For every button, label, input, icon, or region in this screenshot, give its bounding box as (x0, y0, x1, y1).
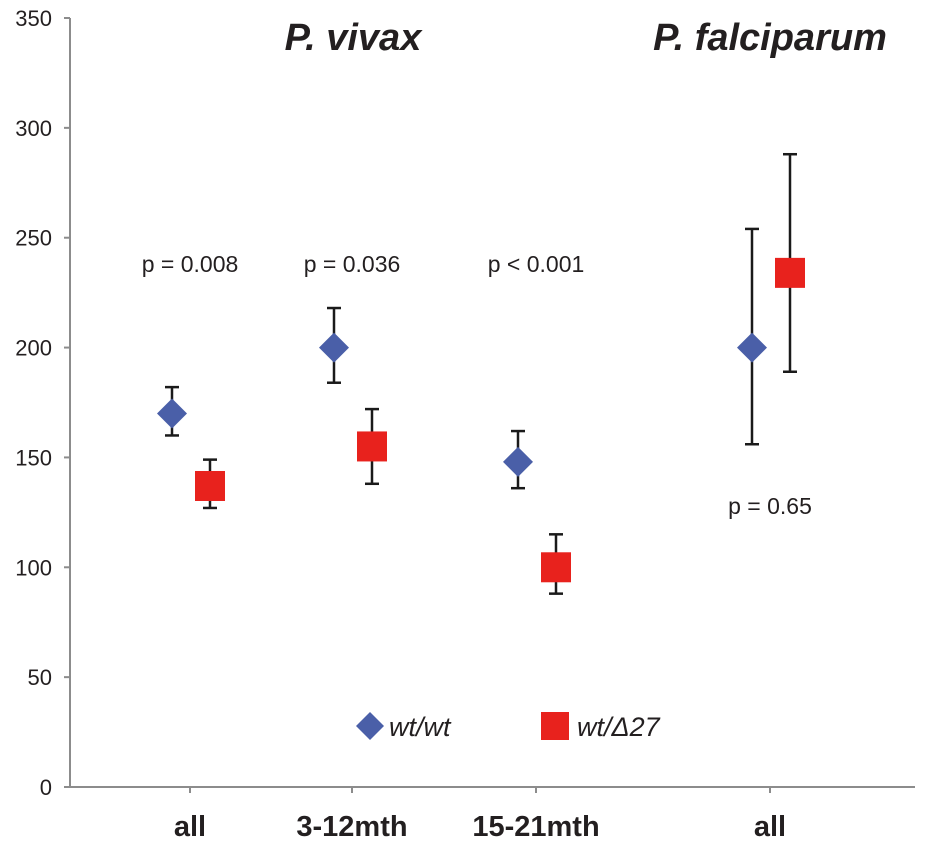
group-header-vivax: P. vivax (285, 17, 424, 59)
y-tick-label: 350 (15, 6, 52, 31)
group-header-falciparum: P. falciparum (653, 17, 887, 59)
legend-marker-wt-delta27 (541, 712, 569, 740)
data-point-wt-wt (503, 446, 533, 477)
data-point-wt-wt (737, 332, 767, 363)
y-tick-label: 50 (28, 665, 52, 690)
data-point-wt-delta27 (357, 431, 387, 462)
p-value-annotation: p = 0.65 (728, 493, 812, 519)
y-tick-label: 0 (40, 775, 52, 800)
data-point-wt-delta27 (195, 470, 225, 501)
plot-marks (157, 152, 805, 595)
x-tick-label: 15-21mth (472, 811, 599, 841)
y-axis-ticks: 0 50 100 150 200 250 300 350 (15, 6, 70, 800)
p-value-annotation: p = 0.008 (142, 251, 239, 277)
data-point-wt-wt (157, 398, 187, 429)
p-value-annotation: p < 0.001 (488, 251, 585, 277)
y-tick-label: 250 (15, 226, 52, 251)
legend-label-wt-delta27: wt/Δ27 (577, 712, 661, 742)
data-point-wt-delta27 (541, 552, 571, 583)
y-tick-label: 300 (15, 116, 52, 141)
data-point-wt-delta27 (775, 257, 805, 288)
x-axis-labels: all 3-12mth 15-21mth all (174, 787, 786, 841)
y-tick-label: 100 (15, 555, 52, 580)
legend-label-wt-wt: wt/wt (389, 712, 452, 742)
legend: wt/wt wt/Δ27 (356, 712, 661, 742)
y-tick-label: 150 (15, 445, 52, 470)
legend-marker-wt-wt (356, 712, 384, 740)
x-tick-label: all (174, 811, 206, 841)
p-value-annotation: p = 0.036 (304, 251, 401, 277)
x-tick-label: all (754, 811, 786, 841)
data-point-wt-wt (319, 332, 349, 363)
y-tick-label: 200 (15, 336, 52, 361)
x-tick-label: 3-12mth (296, 811, 407, 841)
